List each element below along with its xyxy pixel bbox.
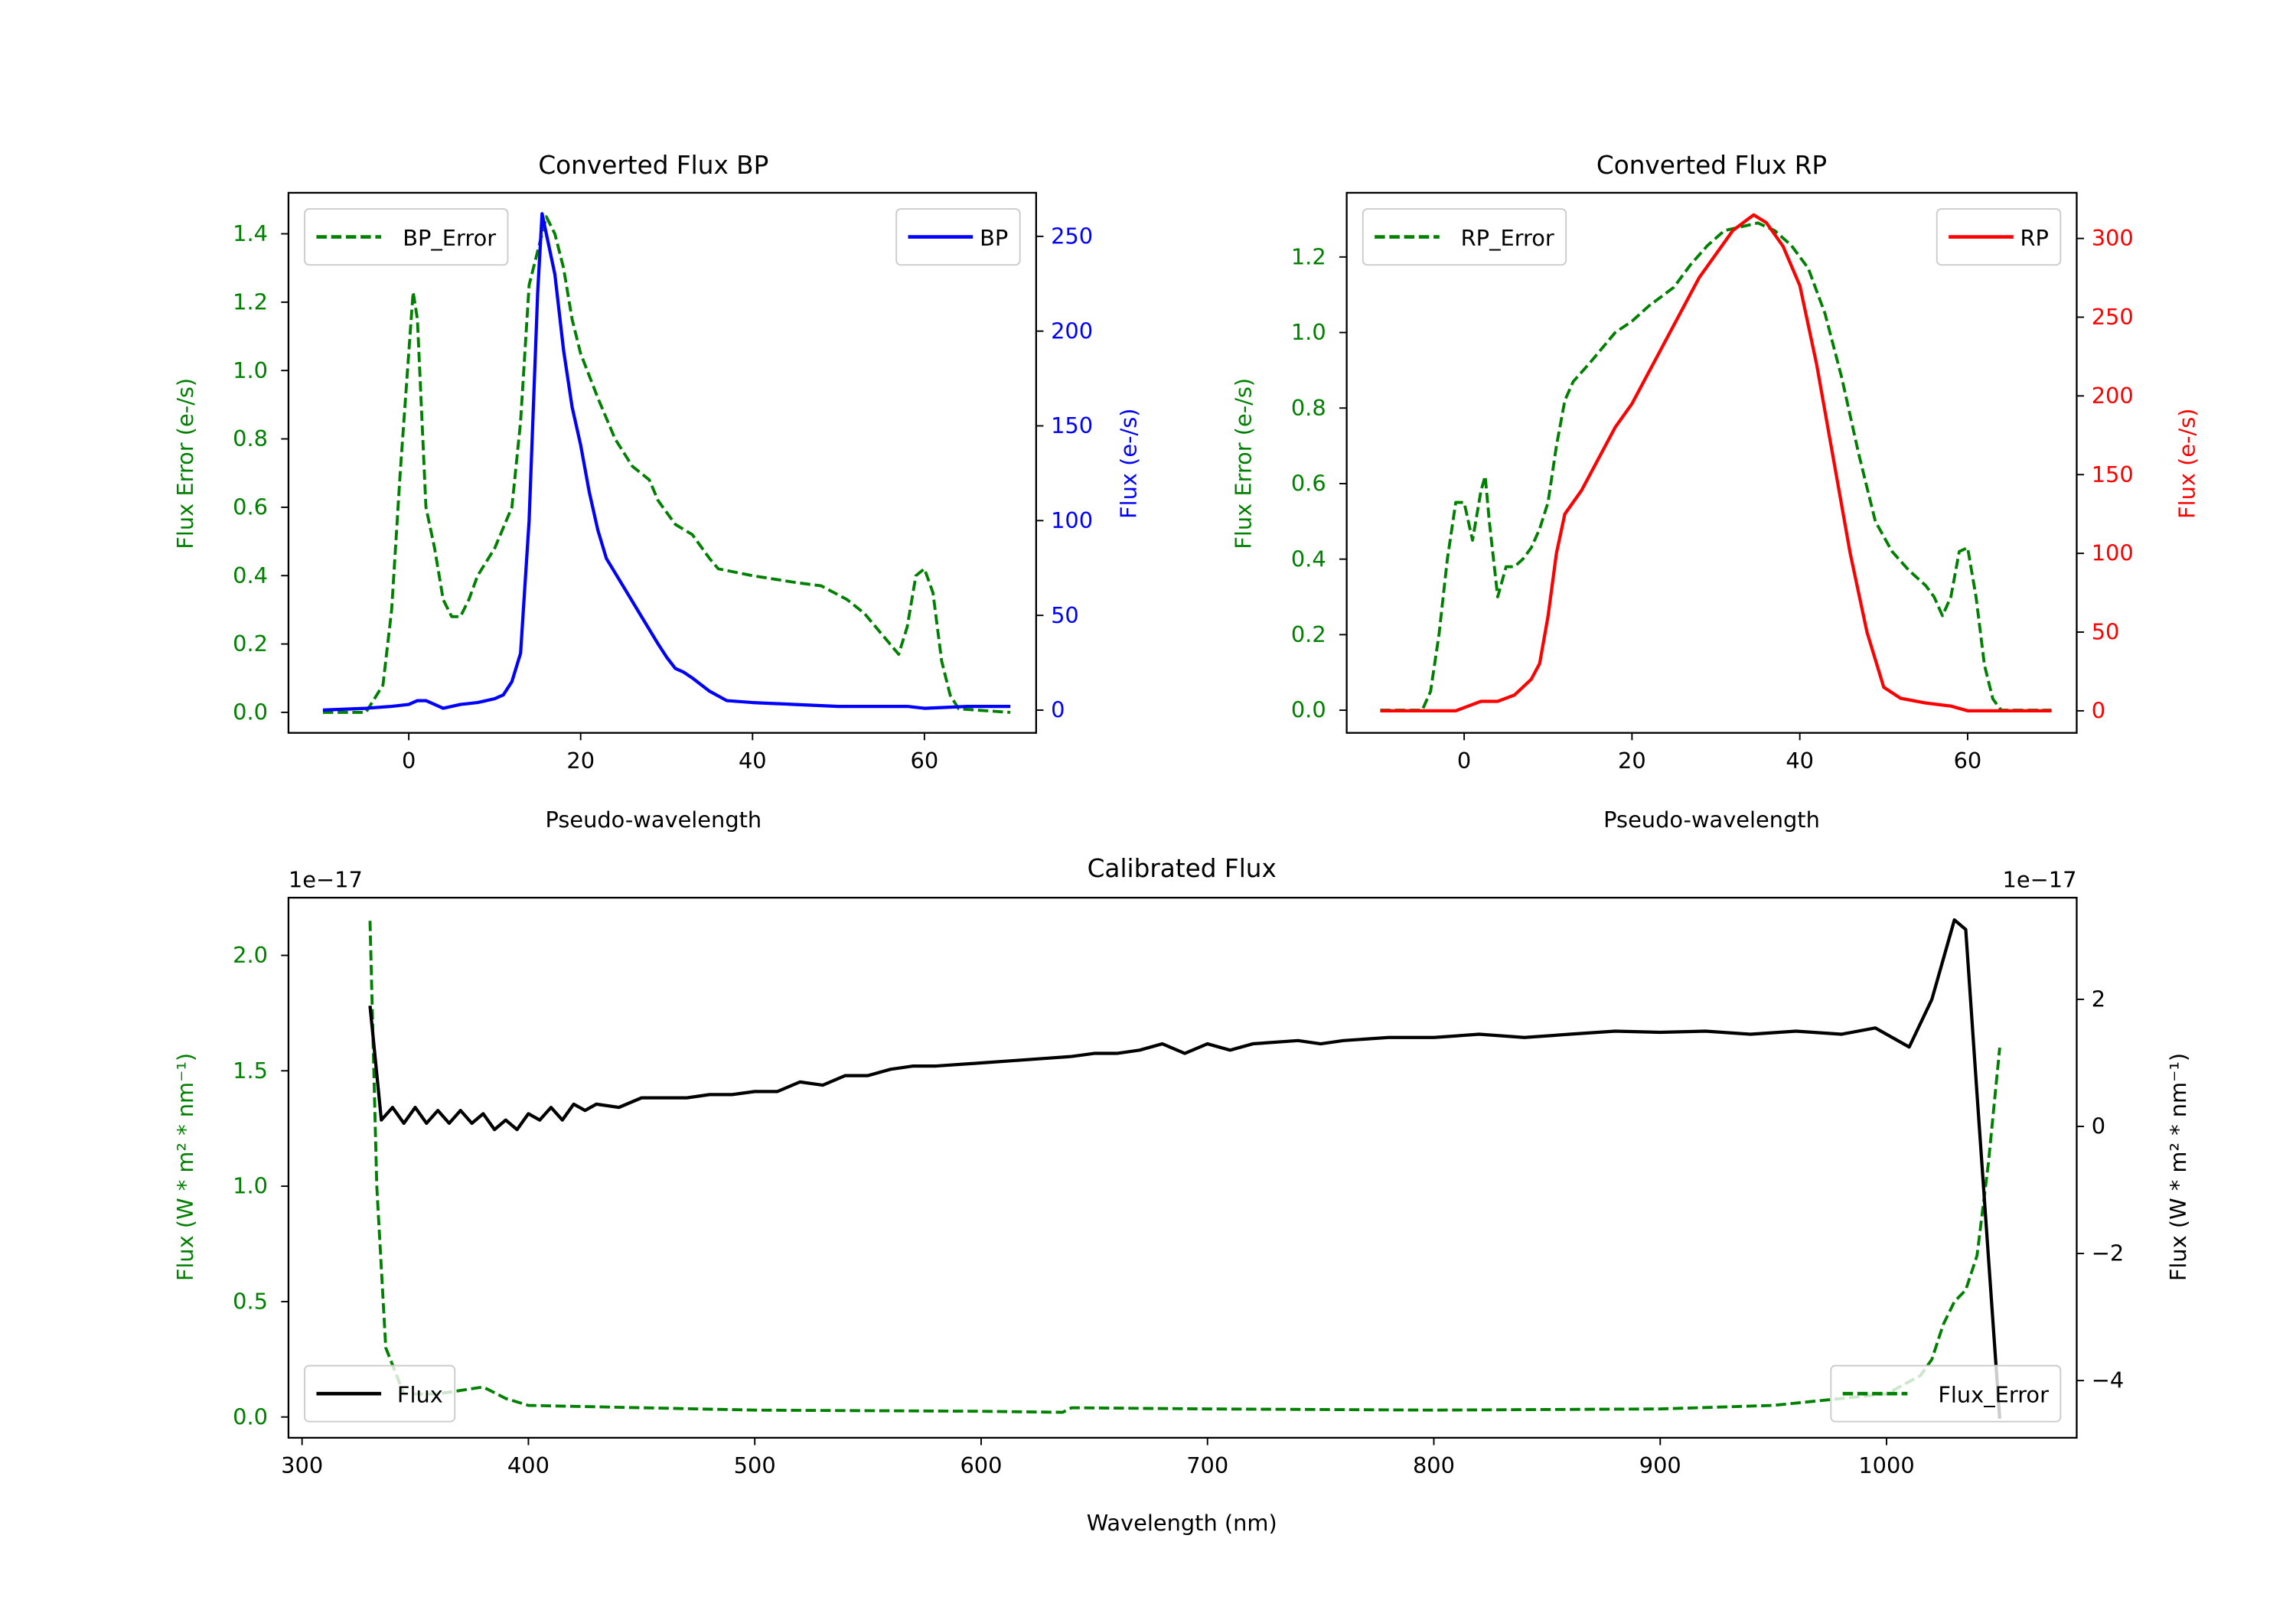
x-tick-label: 600 — [960, 1452, 1002, 1478]
series-line-flux — [368, 918, 2001, 1419]
x-tick-label: 20 — [1618, 748, 1646, 774]
y-axis-label-right: Flux (e-/s) — [1116, 409, 1142, 519]
y-tick-label-left: 0.8 — [233, 425, 268, 451]
legend-bp-error: BP_Error — [304, 208, 509, 266]
y-tick-label-left: 0.2 — [1291, 621, 1326, 647]
y-tick-label-right: −4 — [2092, 1367, 2125, 1393]
chart-bp: Converted Flux BP Pseudo-wavelength Flux… — [172, 151, 1142, 833]
y-tick-label-right: 0 — [2092, 1113, 2105, 1139]
chart-calibrated: Calibrated Flux Wavelength (nm) 1e−17 1e… — [172, 854, 2191, 1536]
x-tick-label: 60 — [1954, 748, 1982, 774]
y-tick-label-right: 150 — [1051, 412, 1093, 438]
y-tick-label-right: 100 — [2092, 540, 2134, 566]
x-tick-label: 900 — [1639, 1452, 1681, 1478]
y-tick-label-left: 0.0 — [1291, 697, 1326, 723]
x-tick-label: 0 — [1457, 748, 1471, 774]
chart-title: Converted Flux RP — [1596, 151, 1827, 180]
y-axis-label-left: Flux (W * m² * nm⁻¹) — [172, 1053, 198, 1281]
legend-rp: RP — [1936, 208, 2062, 266]
x-tick-label: 800 — [1413, 1452, 1455, 1478]
x-tick-label: 300 — [281, 1452, 323, 1478]
x-tick-label: 20 — [566, 748, 595, 774]
legend-label: Flux — [397, 1382, 443, 1408]
x-tick-label: 700 — [1186, 1452, 1228, 1478]
y-tick-label-right: 50 — [2092, 619, 2120, 645]
y-tick-label-right: 50 — [1051, 602, 1079, 628]
y-tick-label-left: 1.4 — [233, 220, 268, 246]
y-tick-label-left: 1.2 — [1291, 243, 1326, 269]
legend-box — [1362, 208, 1567, 266]
y-tick-label-right: 250 — [1051, 223, 1093, 249]
axes-frame — [287, 896, 2078, 1439]
legend-label: Flux_Error — [1938, 1382, 2049, 1408]
offset-label-left: 1e−17 — [289, 867, 363, 893]
y-tick-label-left: 0.0 — [233, 1403, 268, 1429]
y-tick-label-right: 0 — [1051, 697, 1065, 723]
series-line-rp — [1380, 213, 2052, 712]
series-line-flux-error — [368, 921, 2001, 1414]
y-tick-label-right: 100 — [1051, 507, 1093, 533]
offset-label-right: 1e−17 — [2003, 867, 2077, 893]
y-tick-label-left: 0.6 — [1291, 471, 1326, 497]
legend-label: RP — [2020, 225, 2049, 251]
x-tick-label: 40 — [739, 748, 767, 774]
y-tick-label-left: 0.4 — [1291, 546, 1326, 572]
x-axis-label: Pseudo-wavelength — [545, 807, 762, 833]
y-tick-label-left: 2.0 — [233, 942, 268, 968]
y-tick-label-right: −2 — [2092, 1240, 2125, 1266]
chart-rp: Converted Flux RP Pseudo-wavelength Flux… — [1231, 151, 2200, 833]
legend-flux-error: Flux_Error — [1830, 1364, 2062, 1423]
series-line-rp-error — [1380, 221, 2052, 712]
x-tick-label: 500 — [734, 1452, 776, 1478]
y-tick-label-right: 0 — [2092, 698, 2105, 724]
y-tick-label-left: 1.0 — [233, 357, 268, 383]
x-tick-label: 0 — [402, 748, 416, 774]
series-line-bp — [322, 212, 1011, 712]
axes-frame — [1345, 191, 2078, 734]
x-axis-label: Pseudo-wavelength — [1603, 807, 1820, 833]
legend-box — [304, 208, 509, 266]
axes-frame — [287, 191, 1037, 734]
y-axis-label-left: Flux Error (e-/s) — [172, 378, 198, 549]
y-tick-label-left: 1.2 — [233, 288, 268, 315]
y-tick-label-left: 0.6 — [233, 494, 268, 520]
x-tick-label: 400 — [507, 1452, 550, 1478]
y-tick-label-left: 0.5 — [233, 1289, 268, 1315]
y-tick-label-left: 1.0 — [233, 1173, 268, 1199]
x-tick-label: 60 — [911, 748, 939, 774]
series-line-bp-error — [322, 215, 1011, 714]
y-tick-label-right: 2 — [2092, 986, 2105, 1012]
legend-label: BP_Error — [403, 225, 496, 251]
y-tick-label-right: 200 — [2092, 383, 2134, 409]
y-tick-label-right: 200 — [1051, 318, 1093, 344]
x-tick-label: 40 — [1786, 748, 1814, 774]
legend-label: RP_Error — [1461, 225, 1554, 251]
y-axis-label-right: Flux (W * m² * nm⁻¹) — [2165, 1053, 2191, 1281]
y-tick-label-left: 0.8 — [1291, 395, 1326, 421]
y-tick-label-right: 250 — [2092, 304, 2134, 330]
legend-rp-error: RP_Error — [1362, 208, 1567, 266]
y-tick-label-right: 300 — [2092, 225, 2134, 251]
chart-title: Calibrated Flux — [1088, 854, 1277, 883]
chart-title: Converted Flux BP — [538, 151, 768, 180]
y-tick-label-left: 1.5 — [233, 1058, 268, 1084]
legend-bp: BP — [895, 208, 1021, 266]
y-tick-label-right: 150 — [2092, 461, 2134, 487]
y-axis-label-right: Flux (e-/s) — [2174, 409, 2200, 519]
x-axis-label: Wavelength (nm) — [1087, 1510, 1277, 1536]
y-tick-label-left: 0.2 — [233, 631, 268, 657]
legend-flux: Flux — [304, 1364, 456, 1423]
x-tick-label: 1000 — [1858, 1452, 1914, 1478]
legend-label: BP — [980, 225, 1008, 251]
y-tick-label-left: 1.0 — [1291, 319, 1326, 345]
y-tick-label-left: 0.4 — [233, 562, 268, 588]
y-axis-label-left: Flux Error (e-/s) — [1231, 378, 1257, 549]
y-tick-label-left: 0.0 — [233, 699, 268, 725]
legend-box — [1830, 1364, 2062, 1423]
